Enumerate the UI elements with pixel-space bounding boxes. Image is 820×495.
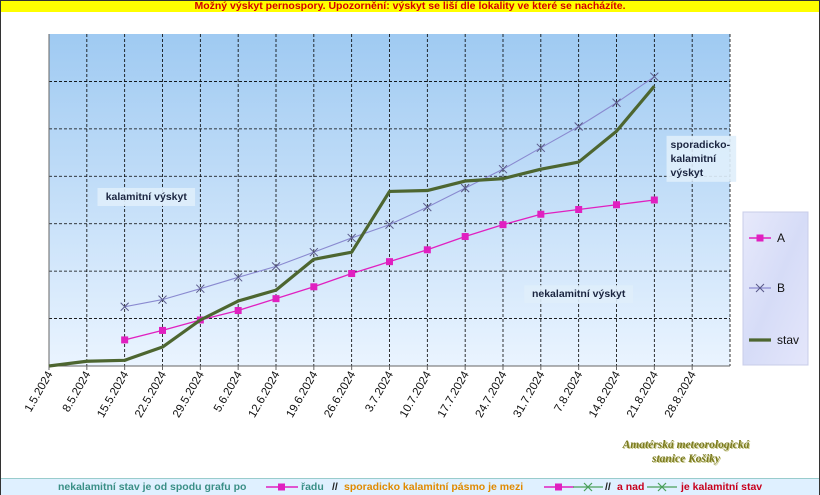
data-point xyxy=(498,164,508,174)
x-tick-label: 19.6.2024 xyxy=(284,369,320,420)
series-stav xyxy=(48,85,656,368)
data-point xyxy=(385,220,394,230)
x-tick-label: 1.5.2024 xyxy=(23,369,56,414)
station-credit: Amatérská meteorologická stanice Košiky xyxy=(561,438,811,466)
x-tick-label: 17.7.2024 xyxy=(436,369,472,420)
legend-item-B: B xyxy=(749,281,785,295)
data-point xyxy=(271,262,281,271)
annotation-kalamitni-line-1: kalamitní výskyt xyxy=(106,191,188,203)
data-point xyxy=(347,233,357,243)
x-tick-label: 7.8.2024 xyxy=(552,369,585,414)
data-point xyxy=(120,302,130,312)
footer-text-2: řadu xyxy=(301,481,324,493)
data-point xyxy=(386,258,393,266)
data-point xyxy=(574,122,584,131)
data-point xyxy=(423,246,431,254)
x-tick-label: 5.6.2024 xyxy=(212,369,245,414)
footer-text-5: je kalamitní stav xyxy=(681,481,763,493)
data-point xyxy=(234,307,242,315)
x-tick-label: 12.6.2024 xyxy=(247,369,283,420)
data-point xyxy=(121,336,129,344)
footer-separator-2: // xyxy=(605,481,611,493)
data-point xyxy=(461,233,469,241)
data-point xyxy=(195,284,205,294)
series xyxy=(48,72,659,368)
annotations: kalamitní výskyt sporadicko-kalamitní výsk… xyxy=(97,135,737,304)
warning-banner-text: Možný výskyt pernospory. Upozornění: výs… xyxy=(194,0,626,12)
data-point xyxy=(575,205,583,213)
station-line-1: Amatérská meteorologická xyxy=(622,439,750,451)
footer-symbol-a xyxy=(266,483,298,491)
warning-banner: Možný výskyt pernospory. Upozornění: výs… xyxy=(1,0,819,12)
data-point xyxy=(159,326,166,334)
data-point xyxy=(348,270,356,278)
x-tick-label: 21.8.2024 xyxy=(625,369,661,420)
annotation-bg xyxy=(666,135,737,182)
x-axis: 1.5.2024 8.5.2024 15.5.2024 22.5.2024 29.5.2… xyxy=(23,366,699,420)
x-tick-label: 28.8.2024 xyxy=(663,369,699,420)
x-tick-label: 15.5.2024 xyxy=(95,369,131,420)
data-point xyxy=(650,196,658,204)
x-tick-label: 8.5.2024 xyxy=(61,369,94,414)
data-point xyxy=(649,72,659,82)
x-tick-label: 3.7.2024 xyxy=(363,369,396,414)
footer-legend: nekalamitní stav je od spodu grafu po řa… xyxy=(1,478,819,495)
legend-label: stav xyxy=(777,333,799,347)
annotation-nekalamitni-line-1: nekalamitní výskyt xyxy=(532,288,626,300)
footer-text-1: nekalamitní stav je od spodu grafu po xyxy=(58,481,247,493)
data-point xyxy=(613,201,620,209)
footer-symbol-b xyxy=(573,482,603,492)
series-B xyxy=(120,72,659,312)
annotation-sporadicko-line-3: výskyt xyxy=(671,167,704,179)
annotation-sporadicko-line-2: kalamitní xyxy=(671,153,718,165)
x-tick-label: 10.7.2024 xyxy=(398,369,434,420)
data-point xyxy=(310,283,318,291)
data-point xyxy=(158,295,167,304)
legend-label: B xyxy=(777,281,785,295)
annotation-bg xyxy=(524,285,634,304)
annotation-bg xyxy=(97,188,196,206)
legend-marker xyxy=(755,283,765,293)
data-point xyxy=(422,202,432,212)
legend-item-stav: stav xyxy=(749,333,799,347)
footer-text-3: sporadicko kalamitní pásmo je mezi xyxy=(344,481,524,493)
chart: kalamitní výskyt sporadicko-kalamitní výsk… xyxy=(23,34,809,420)
series-A xyxy=(121,196,658,344)
footer-separator-1: // xyxy=(332,481,338,493)
x-tick-label: 14.8.2024 xyxy=(587,369,623,420)
x-tick-label: 29.5.2024 xyxy=(171,369,207,420)
station-line-2: stanice Košiky xyxy=(651,453,721,465)
data-point xyxy=(499,221,507,229)
x-tick-label: 26.6.2024 xyxy=(322,369,358,420)
x-tick-label: 24.7.2024 xyxy=(474,369,510,420)
annotation-sporadicko-line-1: sporadicko- xyxy=(671,139,731,151)
footer-symbol-b-2 xyxy=(647,482,677,492)
data-point xyxy=(460,183,470,193)
data-point xyxy=(612,98,621,108)
legend-marker xyxy=(756,234,764,242)
x-tick-label: 31.7.2024 xyxy=(511,369,547,420)
footer-text-4: a nad xyxy=(617,481,645,493)
data-point xyxy=(536,143,546,153)
data-point xyxy=(537,210,545,218)
data-point xyxy=(272,295,280,303)
x-tick-label: 22.5.2024 xyxy=(133,369,169,420)
series-line-stav xyxy=(48,85,656,368)
legend-label: A xyxy=(777,231,785,245)
data-point xyxy=(233,272,243,282)
data-point xyxy=(309,247,319,257)
footer-symbol-a-2 xyxy=(544,483,574,491)
legend-item-A: A xyxy=(749,231,785,245)
